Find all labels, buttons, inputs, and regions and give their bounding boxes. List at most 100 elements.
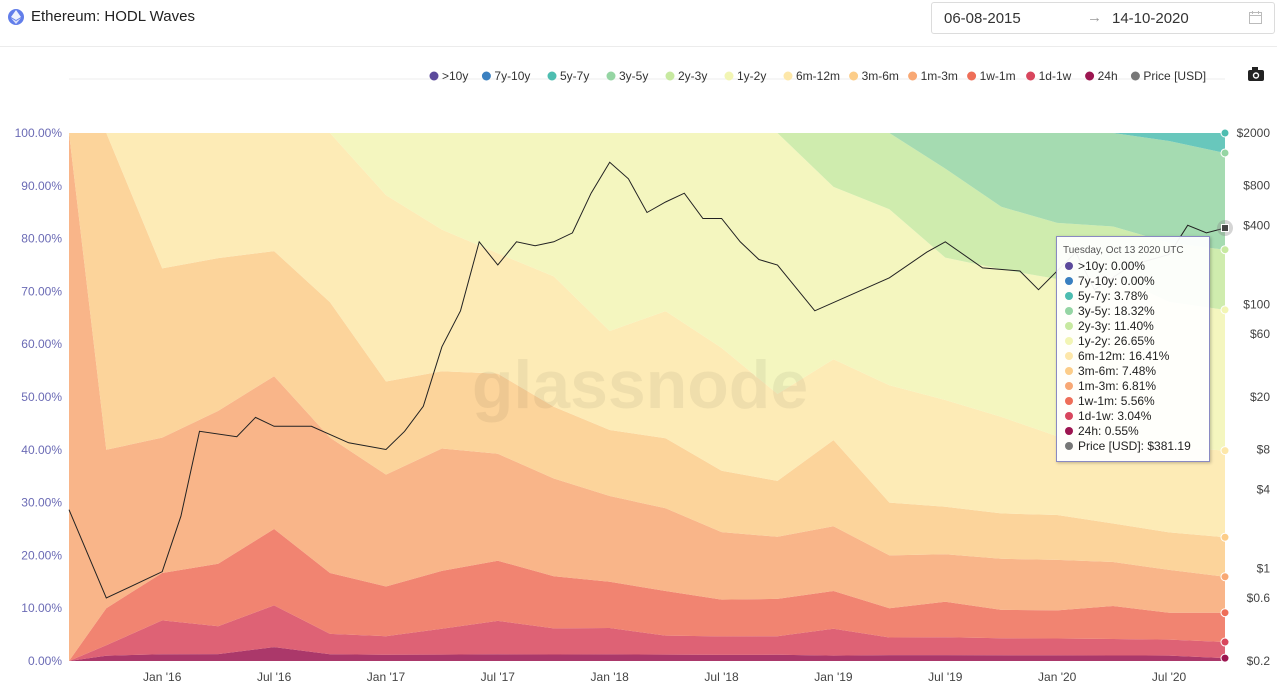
y-right-tick: $20 [1250, 390, 1270, 404]
y-right-tick: $400 [1243, 218, 1270, 232]
y-left-tick: 50.00% [21, 390, 62, 404]
legend-dot [547, 71, 557, 81]
area-3y-5y [69, 133, 1225, 250]
date-end-input[interactable]: 14-10-2020 [1112, 10, 1189, 27]
x-axis: Jan '16 Jul '16 Jan '17 Jul '17 Jan '18 Jul '… [143, 670, 1186, 684]
tooltip-value: 26.65% [1114, 334, 1155, 348]
tooltip-value: 3.78% [1114, 289, 1149, 303]
tooltip-value: 7.48% [1122, 364, 1157, 378]
tooltip-row: 7y-10y: 0.00% [1065, 274, 1155, 289]
legend-dot [849, 71, 859, 81]
y-right-tick: $800 [1243, 179, 1270, 193]
calendar-icon[interactable] [1249, 11, 1262, 24]
legend-dot [1026, 71, 1036, 81]
y-left-tick: 20.00% [21, 548, 62, 562]
tooltip-value: 0.00% [1111, 259, 1146, 273]
tooltip-label: 1m-3m: [1078, 379, 1123, 393]
legend-dot [1130, 71, 1140, 81]
legend-dot [724, 71, 734, 81]
legend-item[interactable]: 1y-2y [724, 69, 767, 83]
marker-24h [1220, 653, 1230, 663]
legend-dot [1085, 71, 1095, 81]
legend-dot [665, 71, 675, 81]
tooltip-dot [1065, 352, 1073, 360]
legend-item[interactable]: 3y-5y [606, 69, 649, 83]
tooltip-dot [1065, 262, 1073, 270]
tooltip-value: 11.40% [1114, 319, 1154, 333]
tooltip-label: 6m-12m: [1078, 349, 1129, 363]
watermark: glassnode [472, 347, 808, 423]
tooltip-row: >10y: 0.00% [1065, 259, 1145, 274]
y-right-tick: $4 [1257, 482, 1271, 496]
price-line-group [68, 161, 1226, 599]
tooltip-value: $381.19 [1147, 439, 1191, 453]
tooltip-label: 1w-1m: [1078, 394, 1121, 408]
tooltip-value: 3.04% [1117, 409, 1152, 423]
tooltip-label: 7y-10y: [1078, 274, 1121, 288]
legend-dot [481, 71, 491, 81]
legend-label: 24h [1098, 69, 1118, 83]
legend-item[interactable]: 6m-12m [783, 69, 841, 83]
legend-item[interactable]: 1m-3m [908, 69, 958, 83]
legend-label: 1w-1m [980, 69, 1016, 83]
tooltip-row: 3y-5y: 18.32% [1065, 304, 1155, 319]
area-24h [69, 647, 1225, 661]
tooltip-label: 3y-5y: [1078, 304, 1115, 318]
legend-item[interactable]: 5y-7y [547, 69, 590, 83]
legend-item[interactable]: 2y-3y [665, 69, 708, 83]
y-left-tick: 10.00% [21, 601, 62, 615]
tooltip-label: 5y-7y: [1078, 289, 1115, 303]
camera-icon[interactable] [1248, 67, 1264, 81]
tooltip-label: Price [USD]: [1078, 439, 1148, 453]
legend-label: 7y-10y [494, 69, 530, 83]
legend-label: 2y-3y [678, 69, 707, 83]
hodl-areas [69, 133, 1225, 661]
legend-item[interactable]: >10y [429, 69, 469, 83]
marker-6m-12m [1220, 446, 1230, 456]
x-tick: Jul '20 [1152, 670, 1187, 684]
legend-item[interactable]: 24h [1085, 69, 1118, 83]
legend-dot [429, 71, 439, 81]
legend-item[interactable]: 3m-6m [849, 69, 899, 83]
marker-1m-3m [1220, 572, 1230, 582]
tooltip-value: 0.55% [1104, 424, 1139, 438]
y-right-tick: $1 [1257, 562, 1271, 576]
area-1y-2y [69, 133, 1225, 451]
tooltip-dot [1065, 412, 1073, 420]
x-tick: Jan '19 [814, 670, 853, 684]
tooltip-dot [1065, 367, 1073, 375]
page-title: Ethereum: HODL Waves [31, 8, 195, 25]
x-tick: Jul '16 [257, 670, 292, 684]
legend-label: Price [USD] [1143, 69, 1206, 83]
x-tick: Jan '20 [1038, 670, 1077, 684]
tooltip-row: 3m-6m: 7.48% [1065, 364, 1156, 379]
tooltip-dot [1065, 322, 1073, 330]
marker-3y-5y [1220, 148, 1230, 158]
tooltip-date: Tuesday, Oct 13 2020 UTC [1063, 245, 1184, 256]
tooltip-dot [1065, 382, 1073, 390]
y-left-tick: 30.00% [21, 496, 62, 510]
x-tick: Jul '19 [928, 670, 963, 684]
y-left-tick: 100.00% [15, 126, 63, 140]
legend-dot [908, 71, 918, 81]
tooltip-label: 1y-2y: [1078, 334, 1115, 348]
area-3m-6m [69, 133, 1225, 577]
tooltip-dot [1065, 307, 1073, 315]
date-start-input[interactable]: 06-08-2015 [944, 10, 1021, 27]
legend-item[interactable]: 7y-10y [481, 69, 531, 83]
y-right-tick: $0.6 [1247, 591, 1271, 605]
legend-label: 3y-5y [619, 69, 648, 83]
date-range-picker[interactable]: 06-08-2015 → 14-10-2020 [931, 2, 1275, 34]
marker-3m-6m [1220, 532, 1230, 542]
legend-item[interactable]: 1w-1m [967, 69, 1016, 83]
legend-item[interactable]: Price [USD] [1130, 69, 1206, 83]
tooltip-row: 1y-2y: 26.65% [1065, 334, 1155, 349]
y-left-tick: 70.00% [21, 284, 62, 298]
legend-item[interactable]: 1d-1w [1026, 69, 1072, 83]
tooltip-dot [1065, 292, 1073, 300]
tooltip-dot [1065, 427, 1073, 435]
tooltip-label: 1d-1w: [1078, 409, 1118, 423]
tooltip-row: 1d-1w: 3.04% [1065, 409, 1151, 424]
tooltip-value: 0.00% [1120, 274, 1155, 288]
y-left-tick: 60.00% [21, 337, 62, 351]
